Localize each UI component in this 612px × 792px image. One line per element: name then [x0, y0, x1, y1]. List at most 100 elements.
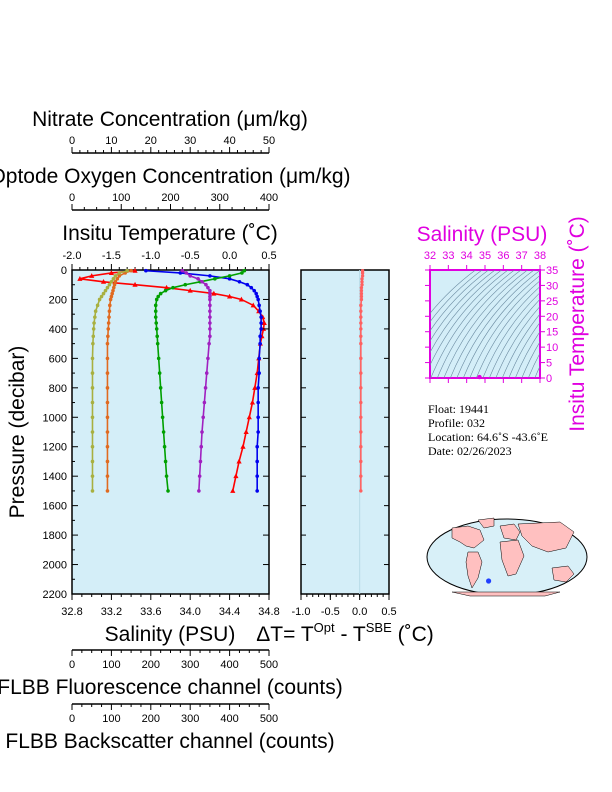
backscatter_olive-point [90, 371, 95, 375]
delta-t-point [359, 489, 363, 493]
oxygen_green-point [158, 386, 163, 390]
fluorescence_orange-point [105, 386, 110, 390]
salinity-tick-label: 32.8 [61, 606, 82, 618]
ts-density-contour [456, 270, 540, 378]
pressure-tick-label: 1800 [43, 530, 67, 542]
delta-t-point [359, 288, 364, 293]
temperature_red-point [108, 270, 114, 275]
ts-y-tick-label: 35 [546, 265, 558, 277]
backscatter_olive-point [90, 474, 95, 478]
oxygen-tick-label: 0 [69, 192, 75, 204]
nitrate_purple-point [208, 303, 212, 308]
backscatter_olive-point [103, 288, 108, 293]
map-float-marker [485, 578, 492, 584]
nitrate-tick-label: 20 [145, 135, 157, 147]
pressure-tick-label: 0 [61, 265, 67, 277]
temperature-tick-label: -1.0 [141, 250, 160, 262]
backscatter_olive-point [91, 327, 96, 331]
oxygen_green-point [156, 294, 160, 299]
fluorescence_orange-point [115, 277, 120, 281]
pressure-tick-label: 1200 [43, 442, 67, 454]
backscatter_olive-point [125, 268, 129, 273]
nitrate_purple-point [202, 400, 207, 405]
salinity-tick-label: 33.6 [140, 606, 161, 618]
profile-date: Date: 02/26/2023 [428, 444, 512, 458]
oxygen_green-point [164, 474, 169, 478]
ts-density-contour [489, 298, 540, 378]
nitrate_purple-point [208, 291, 212, 296]
backscatter_olive-point [90, 400, 95, 405]
delta-t-tick-label: -0.5 [321, 606, 340, 618]
ts-density-contour [502, 313, 540, 378]
pressure-axis-label: Pressure (decibar) [6, 346, 29, 519]
oxygen_green-point [154, 297, 159, 302]
ts-density-contour [528, 352, 540, 378]
fluorescence_orange-point [105, 356, 110, 361]
backscatter_olive-point [99, 294, 104, 299]
ts-density-contours [430, 270, 540, 378]
fluorescence_orange-point [107, 309, 112, 314]
fluorescence_orange-point [105, 415, 110, 420]
delta-t-point [359, 356, 363, 361]
oxygen_green-point [160, 415, 165, 420]
fluorescence_orange-point [105, 459, 110, 464]
salinity_blue-point [258, 309, 262, 314]
map-greenland [477, 517, 495, 529]
pressure-tick-label: 2000 [43, 560, 67, 572]
ts-density-contour [469, 280, 540, 378]
salinity_blue-point [256, 386, 260, 390]
ts-salinity-title: Salinity (PSU) [417, 223, 548, 246]
ts-profile-marker [477, 374, 482, 380]
fluorescence_orange-point [129, 268, 133, 273]
top-axes-ticks: 0 10 20 30 40 50 0 100 200 300 400 -2.0 -1.5 -1.0 -0.5… [63, 135, 278, 270]
fluorescence_orange-point [105, 430, 110, 434]
fluorescence_orange-point [106, 334, 110, 339]
fluorescence_orange-point [106, 321, 111, 325]
temperature_red-point [100, 278, 107, 284]
pressure-tick-label: 600 [49, 353, 67, 365]
ts-y-tick-label: 25 [546, 296, 558, 308]
temperature_red-point [77, 276, 83, 281]
ts-density-contour [430, 270, 483, 323]
delta-t-point [359, 297, 364, 302]
temperature_red-point [132, 281, 138, 287]
fluorescence_orange-point [112, 282, 117, 287]
fluorescence-tick-label: 300 [181, 659, 199, 671]
salinity_blue-point [257, 303, 261, 308]
delta-t-point [359, 341, 363, 346]
backscatter-tick-label: 100 [102, 713, 120, 725]
map-north-america [451, 525, 485, 549]
backscatter_olive-point [113, 274, 118, 278]
salinity-tick-label: 33.2 [101, 606, 122, 618]
nitrate_purple-point [208, 309, 212, 314]
backscatter_olive-point [90, 430, 95, 434]
ts-y-tick-label: 5 [546, 358, 552, 370]
salinity_blue-point [256, 415, 260, 420]
nitrate_purple-point [200, 430, 204, 434]
salinity_blue-point [227, 277, 232, 281]
fluorescence_orange-point [107, 315, 111, 319]
nitrate_purple-point [199, 444, 204, 449]
oxygen-tick-label: 400 [260, 192, 278, 204]
salinity-tick-label: 34.4 [219, 606, 240, 618]
delta-t-title-mid: - T [335, 623, 366, 646]
backscatter_olive-point [97, 297, 102, 302]
fluorescence_orange-point [105, 400, 110, 405]
map-south-america [465, 551, 483, 589]
ts-density-contour [430, 270, 477, 314]
fluorescence_orange-point [111, 285, 116, 290]
backscatter_olive-point [90, 386, 95, 390]
main-plot-series [77, 267, 267, 493]
oxygen_green-point [153, 303, 158, 308]
ts-density-contour [521, 341, 540, 378]
ts-density-contour [430, 270, 496, 342]
delta-t-point [359, 294, 364, 299]
delta-t-point [360, 277, 364, 281]
nitrate_purple-point [208, 315, 212, 319]
nitrate-tick-label: 30 [184, 135, 196, 147]
main-plot-area [71, 269, 270, 595]
ts-y-tick-label: 10 [546, 342, 558, 354]
delta-t-axis-title: ΔT= TOpt - TSBE (˚C) [256, 620, 434, 646]
fluorescence_orange-point [110, 291, 114, 296]
fluorescence_orange-point [113, 279, 118, 284]
